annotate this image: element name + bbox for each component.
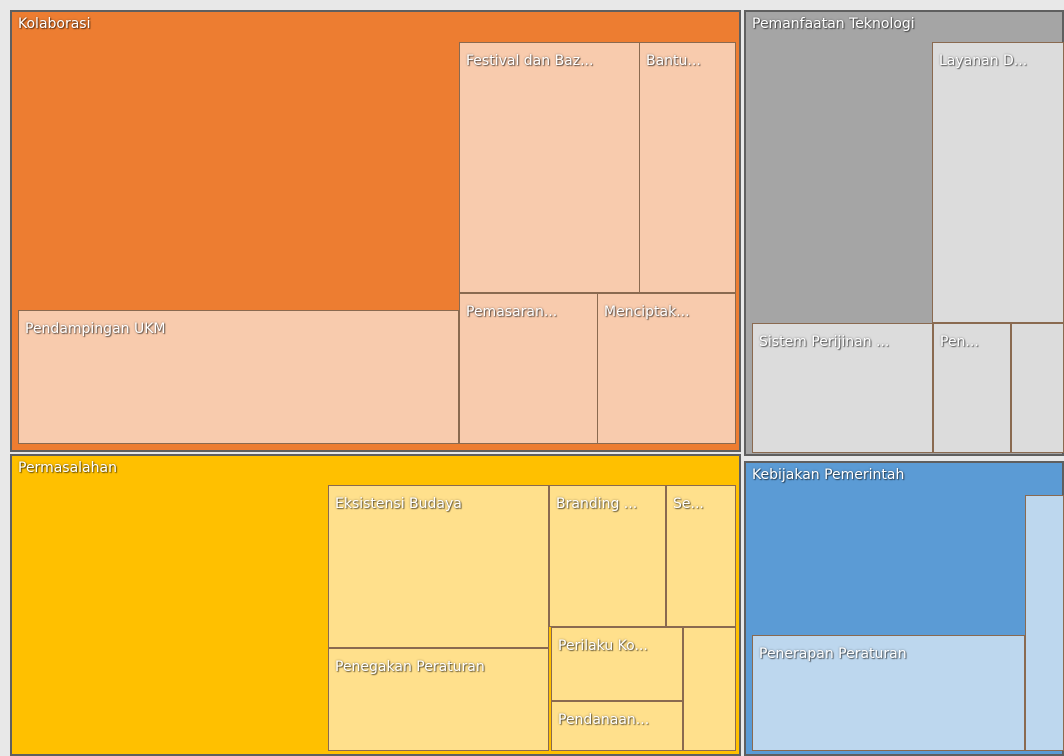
child-tile: Bantu...: [639, 42, 736, 293]
child-tile: Layanan D...: [932, 42, 1064, 323]
child-tile: Eksistensi Budaya: [328, 485, 549, 648]
child-tile: Branding ...: [549, 485, 666, 627]
child-tile: Pendampingan UKM: [18, 310, 459, 444]
child-tile: Menciptak...: [597, 293, 736, 444]
tile-label: Layanan D...: [939, 53, 1028, 69]
child-tile: Se...: [666, 485, 736, 627]
tile-label: Bantu...: [646, 53, 701, 69]
tile-label: Festival dan Baz...: [466, 53, 594, 69]
tile-label: Pemanfaatan Teknologi: [752, 16, 915, 32]
tile-label: Se...: [673, 496, 704, 512]
child-tile: [1025, 495, 1064, 751]
tile-label: Penerapan Peraturan: [759, 646, 907, 662]
tile-label: Eksistensi Budaya: [335, 496, 462, 512]
tile-label: Kolaborasi: [18, 16, 91, 32]
child-tile: Pen...: [933, 323, 1011, 453]
child-tile: Festival dan Baz...: [459, 42, 640, 293]
tile-label: Penegakan Peraturan: [335, 659, 485, 675]
child-tile: Sistem Perijinan ...: [752, 323, 933, 453]
tile-label: Perilaku Ko...: [558, 638, 648, 654]
child-tile: Perilaku Ko...: [551, 627, 683, 701]
tile-label: Pendampingan UKM: [25, 321, 166, 337]
tile-label: Branding ...: [556, 496, 638, 512]
tile-label: Pemasaran...: [466, 304, 558, 320]
child-tile: Pendanaan...: [551, 701, 683, 751]
child-tile: [683, 627, 736, 751]
child-tile: Pemasaran...: [459, 293, 598, 444]
tile-label: Kebijakan Pemerintah: [752, 467, 905, 483]
child-tile: Penegakan Peraturan: [328, 648, 549, 751]
tile-label: Menciptak...: [604, 304, 690, 320]
child-tile: [1011, 323, 1064, 453]
tile-label: Pen...: [940, 334, 979, 350]
tile-label: Pendanaan...: [558, 712, 650, 728]
tile-label: Sistem Perijinan ...: [759, 334, 890, 350]
tile-label: Permasalahan: [18, 460, 117, 476]
child-tile: Penerapan Peraturan: [752, 635, 1025, 751]
